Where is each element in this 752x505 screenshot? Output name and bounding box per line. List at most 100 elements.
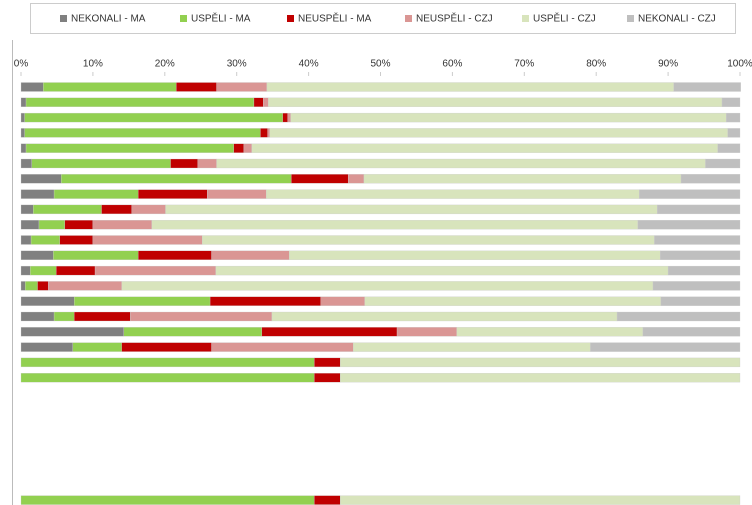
bar-segment [37, 281, 49, 291]
x-tick-label: 10% [83, 59, 103, 70]
x-tick-label: 20% [155, 59, 175, 70]
bar-segment [289, 250, 661, 260]
bar-segment [340, 373, 741, 383]
bar-segment [211, 342, 354, 352]
bar-segment [25, 281, 38, 291]
bar-segment [101, 204, 132, 215]
bar-segment [340, 495, 741, 505]
bar-segment [287, 112, 291, 123]
bar-segment [314, 495, 341, 505]
bar-segment [654, 235, 741, 245]
legend-label: USPĚLI - CZJ [533, 12, 596, 25]
x-tick-label: 50% [370, 59, 390, 70]
bar-segment [251, 143, 718, 153]
bar-segment [20, 174, 62, 184]
bar-segment [216, 158, 706, 169]
bar-segment [243, 143, 252, 153]
bar-segment [456, 327, 644, 337]
bar-segment [138, 250, 212, 260]
bar-segment [20, 158, 32, 169]
bar-segment [20, 220, 40, 230]
x-tick-label: 100% [727, 59, 752, 70]
bar-segment [53, 250, 139, 260]
legend-label: NEUSPĚLI - CZJ [416, 12, 493, 25]
bar-segment [53, 189, 139, 199]
bar-segment [30, 265, 57, 276]
bar-segment [38, 220, 66, 230]
legend-label: USPĚLI - MA [191, 12, 251, 25]
bar-segment [363, 174, 682, 184]
bar-segment [396, 327, 457, 337]
bar-segment [705, 158, 741, 169]
bar-segment [282, 112, 288, 123]
bar-segment [267, 128, 270, 138]
bar-segment [209, 296, 321, 306]
bar-segment [20, 296, 75, 306]
legend-swatch [627, 15, 634, 22]
bar-segment [170, 158, 199, 169]
bar-segment [25, 97, 255, 107]
bar-segment [151, 220, 639, 230]
bar-segment [20, 128, 25, 138]
x-tick-label: 80% [586, 59, 606, 70]
legend-label: NEKONALI - MA [71, 14, 146, 25]
bar-segment [347, 174, 365, 184]
bar-segment [165, 204, 658, 215]
bar-segment [72, 342, 122, 352]
bar-segment [667, 265, 741, 276]
bar-segment [131, 204, 166, 215]
bar-segment [353, 342, 591, 352]
bar-segment [20, 250, 54, 260]
bar-segment [20, 112, 25, 123]
bar-segment [33, 204, 102, 215]
bar-segment [314, 357, 341, 368]
bar-segment [94, 265, 216, 276]
bar-segment [74, 311, 131, 322]
bar-segment [20, 97, 27, 107]
bar-segment [121, 281, 654, 291]
bar-segment [291, 174, 349, 184]
bar-segment [680, 174, 741, 184]
bar-segment [271, 311, 618, 322]
bar-segment [61, 174, 292, 184]
legend-swatch [180, 15, 187, 22]
bar-segment [48, 281, 122, 291]
bar-segment [721, 97, 741, 107]
bar-segment [123, 327, 263, 337]
bar-segment [20, 235, 32, 245]
bar-segment [253, 97, 264, 107]
bar-segment [320, 296, 365, 306]
bar-segment [20, 327, 124, 337]
bar-segment [268, 97, 723, 107]
bar-segment [657, 204, 741, 215]
bar-segment [207, 189, 267, 199]
bar-segment [269, 128, 728, 138]
x-tick-label: 60% [442, 59, 462, 70]
bar-segment [64, 220, 94, 230]
bar-segment [233, 143, 245, 153]
bar-segment [727, 128, 741, 138]
bar-segment [266, 189, 640, 199]
bar-segment [24, 112, 283, 123]
bar-segment [176, 82, 217, 92]
bar-segment [56, 265, 96, 276]
bar-segment [673, 82, 741, 92]
bar-segment [121, 342, 212, 352]
bar-segment [20, 143, 27, 153]
x-tick-label: 0% [14, 59, 29, 70]
bar-segment [130, 311, 273, 322]
legend-label: NEUSPĚLI - MA [298, 12, 372, 25]
legend-swatch [287, 15, 294, 22]
x-tick-label: 30% [227, 59, 247, 70]
x-tick-label: 70% [514, 59, 534, 70]
legend-swatch [60, 15, 67, 22]
bar-segment [637, 220, 741, 230]
x-tick-label: 90% [658, 59, 678, 70]
legend-swatch [522, 15, 529, 22]
legend-box [30, 3, 736, 34]
bar-segment [24, 128, 261, 138]
bar-segment [202, 235, 655, 245]
bar-segment [590, 342, 741, 352]
bar-segment [652, 281, 741, 291]
